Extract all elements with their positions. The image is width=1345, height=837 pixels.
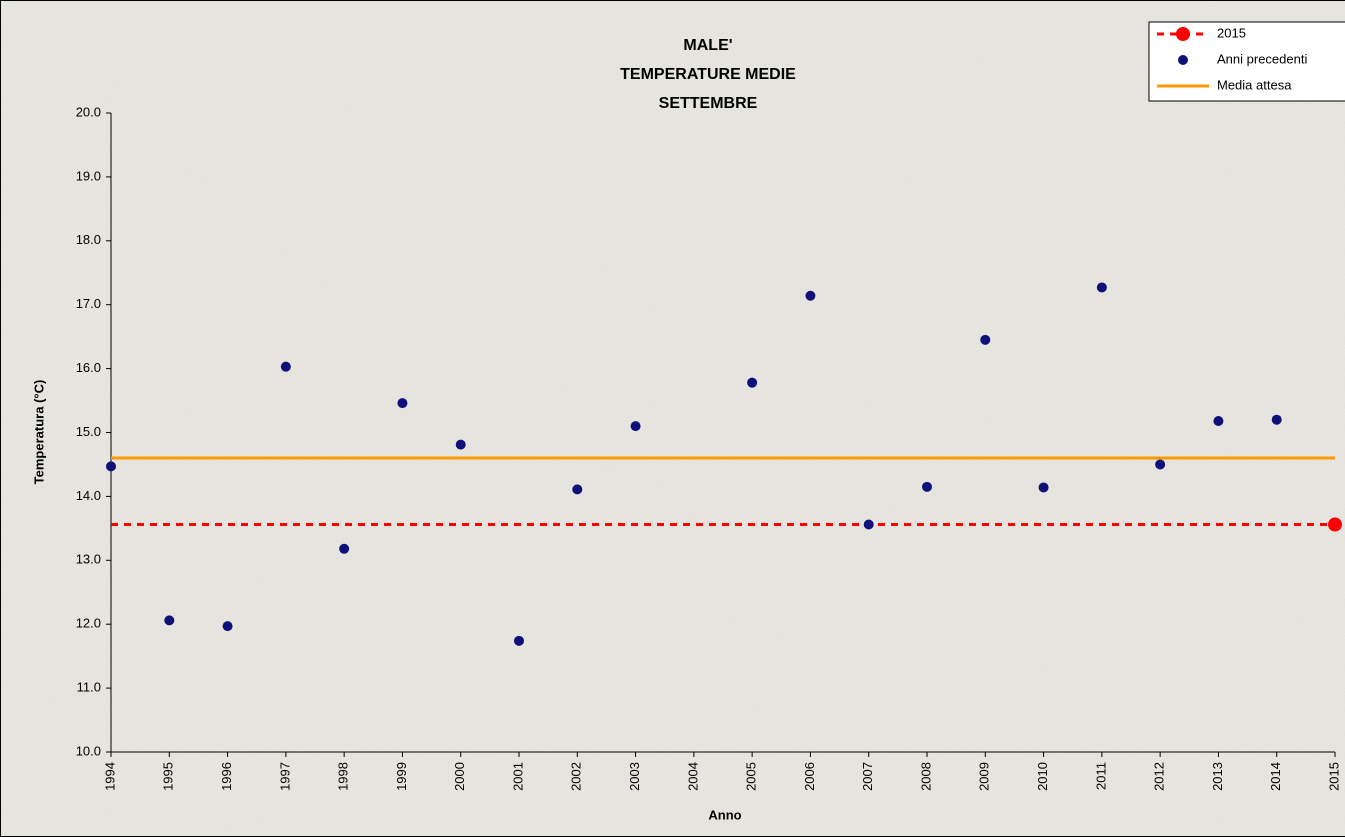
data-point [222, 621, 233, 632]
x-tick-label: 2012 [1152, 762, 1167, 791]
y-tick-label: 20.0 [76, 104, 101, 119]
x-tick-label: 2011 [1093, 762, 1108, 790]
y-tick-label: 13.0 [76, 552, 101, 567]
x-axis-title: Anno [708, 807, 741, 822]
y-tick-label: 17.0 [76, 296, 101, 311]
data-point [1328, 517, 1342, 532]
data-point [805, 290, 816, 301]
y-tick-label: 11.0 [77, 680, 101, 695]
data-point [455, 439, 466, 450]
y-tick-label: 18.0 [76, 232, 101, 247]
legend-label: Anni precedenti [1217, 51, 1307, 66]
x-tick-label: 2009 [977, 762, 992, 791]
x-tick-label: 2002 [569, 762, 584, 791]
x-tick-label: 1996 [219, 762, 234, 791]
x-tick-label: 2013 [1210, 762, 1225, 791]
x-tick-label: 1998 [336, 762, 351, 791]
x-tick-label: 2015 [1326, 762, 1341, 791]
data-point [1213, 415, 1224, 426]
x-tick-label: 1999 [394, 762, 409, 791]
data-point [514, 635, 524, 646]
legend-label: 2015 [1217, 25, 1246, 40]
y-tick-label: 14.0 [76, 488, 101, 503]
y-axis-title: Temperatura (°C) [31, 380, 46, 485]
legend-symbol [1178, 55, 1188, 65]
x-tick-label: 2007 [860, 762, 875, 791]
data-point [1271, 414, 1282, 425]
y-tick-label: 16.0 [76, 360, 101, 375]
x-tick-label: 2004 [685, 762, 700, 791]
data-point [863, 519, 874, 530]
y-tick-label: 10.0 [76, 743, 101, 758]
x-tick-label: 2010 [1035, 762, 1050, 791]
legend-label: Media attesa [1217, 77, 1292, 92]
y-tick-label: 15.0 [76, 424, 101, 439]
data-point [1096, 282, 1107, 293]
y-tick-label: 19.0 [76, 168, 101, 183]
data-point [106, 461, 116, 472]
title-group: MALE' TEMPERATURE MEDIE SETTEMBRE [620, 37, 796, 112]
x-tick-label: 2001 [510, 762, 525, 791]
legend-symbol [1176, 27, 1190, 41]
data-point [1155, 459, 1166, 470]
data-point [164, 615, 175, 626]
data-point [980, 334, 991, 345]
data-point [1038, 482, 1049, 493]
y-tick-label: 12.0 [76, 616, 101, 631]
x-tick-label: 1997 [277, 762, 292, 791]
x-tick-label: 2008 [918, 762, 933, 791]
data-point [922, 481, 932, 492]
x-tick-label: 2003 [627, 762, 642, 791]
x-tick-label: 1995 [161, 762, 176, 791]
x-tick-label: 2014 [1268, 762, 1283, 791]
data-point [339, 543, 350, 554]
data-point [747, 377, 758, 388]
data-point [572, 484, 583, 495]
legend: 2015 Anni precedenti Media attesa [1148, 21, 1345, 102]
data-point [630, 421, 641, 432]
data-point [397, 398, 408, 409]
data-point [280, 361, 291, 372]
x-tick-label: 1994 [102, 762, 117, 791]
x-tick-label: 2005 [744, 762, 759, 791]
chart-title: TEMPERATURE MEDIE [620, 66, 796, 83]
x-tick-label: 2000 [452, 762, 467, 791]
x-tick-label: 2006 [802, 762, 817, 791]
chart-title: MALE' [683, 37, 732, 54]
chart-title: SETTEMBRE [659, 95, 758, 112]
